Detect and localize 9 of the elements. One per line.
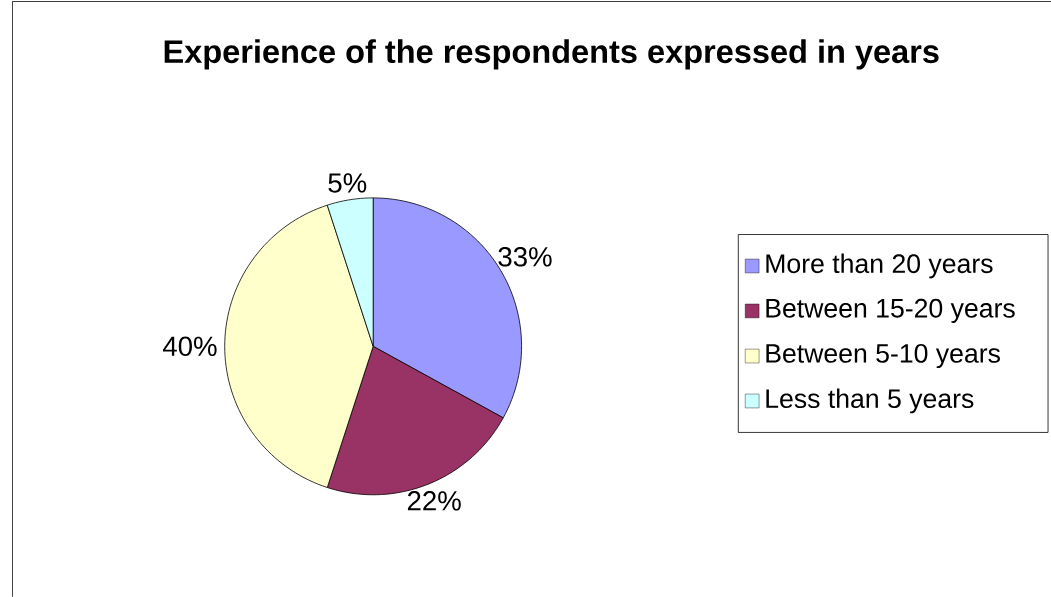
legend-label: Between 5-10 years xyxy=(766,344,1000,369)
legend-label: More than 20 years xyxy=(766,253,993,279)
data-label: 5% xyxy=(328,173,367,193)
data-label: 22% xyxy=(407,491,461,511)
legend-label: Between 15-20 years xyxy=(766,299,1015,324)
chart-title: Experience of the respondents expressed in years xyxy=(164,39,939,70)
data-label: 33% xyxy=(498,247,552,267)
data-label: 40% xyxy=(162,336,217,357)
legend-label: Less than 5 years xyxy=(766,388,974,414)
